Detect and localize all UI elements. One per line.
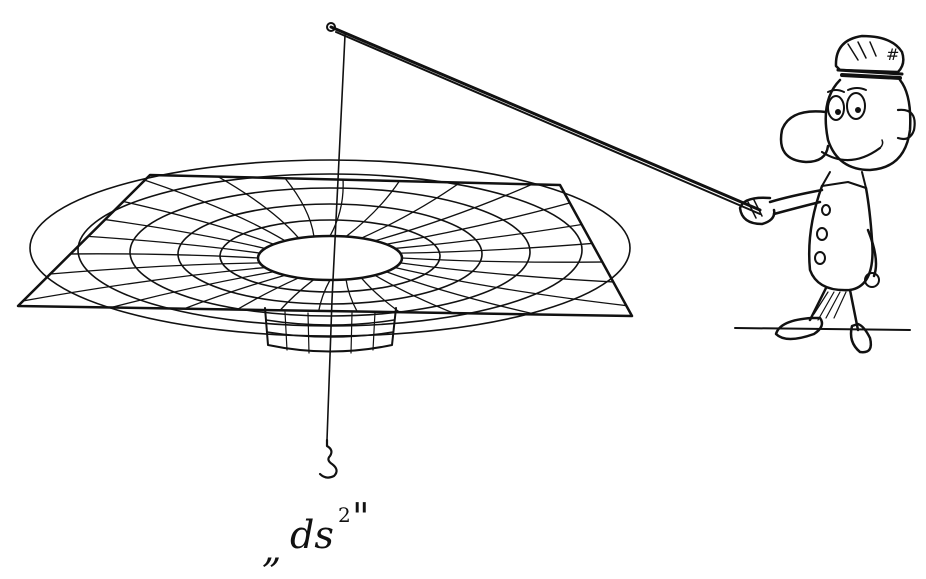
- grid-spoke: [18, 228, 261, 254]
- grid-spoke: [374, 175, 593, 242]
- grid-spoke: [394, 200, 632, 250]
- grid-spoke: [147, 175, 300, 239]
- caption-superscript: 2: [338, 503, 351, 527]
- fishing-line: [326, 34, 346, 441]
- grid-spoke: [147, 277, 300, 316]
- grid-ring: [29, 159, 631, 337]
- hook-icon: [318, 438, 338, 479]
- cap-icon: #: [834, 34, 905, 80]
- grid-spoke: [374, 274, 593, 316]
- cartoon-character: #: [734, 34, 916, 354]
- curved-spacetime-grid: [16, 159, 634, 354]
- grid-spoke: [360, 175, 513, 239]
- grid-ring: [77, 173, 583, 327]
- caption-open-quote: „: [262, 527, 282, 571]
- grid-spoke: [18, 266, 266, 316]
- grid-spoke: [18, 271, 275, 316]
- fishing-rod: [326, 22, 762, 215]
- ground-line: [734, 327, 911, 331]
- grid-spoke: [399, 262, 632, 288]
- grid-spoke: [18, 253, 259, 259]
- grid-ring: [129, 187, 531, 317]
- grid-spoke: [345, 278, 425, 316]
- grid-spoke: [345, 175, 425, 238]
- grid-spoke: [385, 271, 632, 316]
- metric-caption: „ ds 2 ": [262, 495, 369, 571]
- grid-spoke: [235, 278, 315, 316]
- grid-spoke: [394, 266, 632, 316]
- grid-spoke: [18, 262, 261, 288]
- grid-spoke: [235, 175, 315, 238]
- grid-spoke: [401, 257, 632, 263]
- grid-spoke: [399, 228, 632, 254]
- grid-spoke: [67, 175, 286, 242]
- caption-close-quote: ": [352, 495, 369, 539]
- grid-ring: [177, 203, 483, 305]
- caption-text: ds: [290, 513, 334, 557]
- cap-badge: #: [886, 45, 899, 64]
- legs: [808, 286, 860, 332]
- grid-spoke: [18, 200, 266, 250]
- grid-ring: [256, 234, 404, 282]
- grid-spoke: [360, 277, 513, 316]
- grid-spoke: [316, 279, 331, 316]
